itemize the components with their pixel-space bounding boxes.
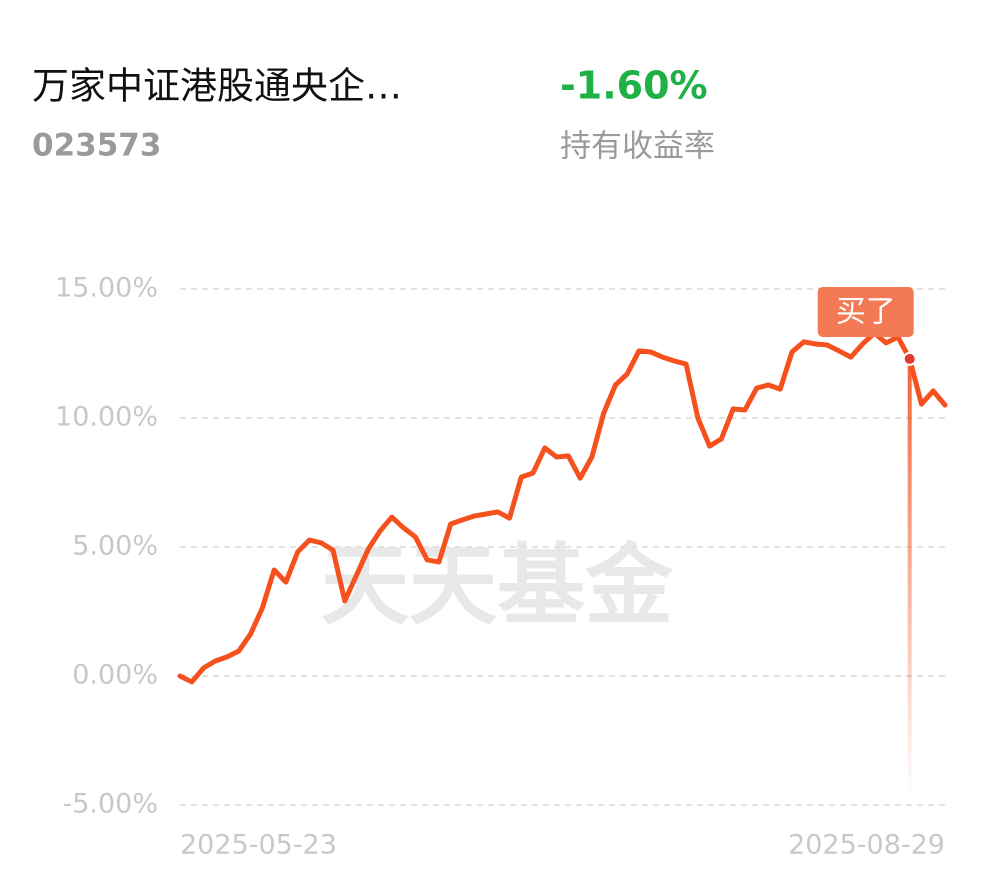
y-tick-label: 10.00%	[55, 402, 158, 433]
x-tick-label: 2025-05-23	[180, 830, 337, 861]
buy-stem	[907, 358, 912, 797]
watermark: 天天基金	[321, 534, 674, 637]
return-label: 持有收益率	[560, 129, 715, 165]
buy-point	[902, 351, 917, 366]
buy-label: 买了	[836, 295, 896, 330]
y-tick-label: 15.00%	[55, 273, 158, 304]
y-tick-label: -5.00%	[62, 789, 158, 820]
fund-name: 万家中证港股通央企…	[32, 65, 402, 108]
line	[177, 330, 948, 685]
x-tick-label: 2025-08-29	[788, 830, 945, 861]
fund-code: 023573	[32, 128, 161, 164]
y-tick-label: 5.00%	[72, 531, 158, 562]
y-tick-label: 0.00%	[72, 660, 158, 691]
buy-label-box	[817, 287, 914, 337]
return-value: -1.60%	[560, 64, 708, 108]
